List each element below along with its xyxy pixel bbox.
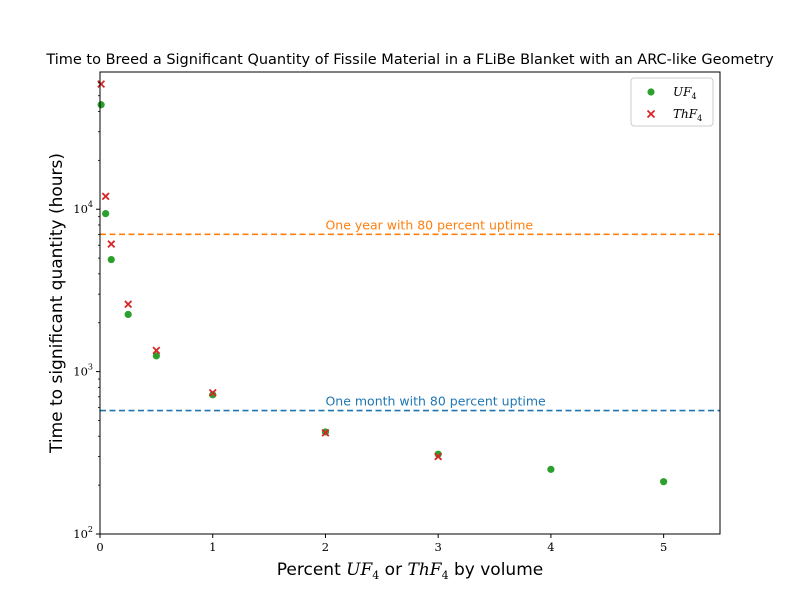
x-label-thf-sub: 4 (442, 569, 449, 582)
x-axis-label: Percent UF4 or ThF4 by volume (277, 560, 543, 582)
legend-label-uf4: UF4 (673, 85, 697, 101)
y-tick-label-2: 104 (73, 200, 93, 216)
plot-frame (99, 71, 721, 535)
chart-title: Time to Breed a Significant Quantity of … (45, 52, 774, 68)
x-label-uf-sub: 4 (372, 569, 379, 582)
legend-marker-thf4 (646, 109, 656, 119)
plot-area: One year with 80 percent uptime One month… (97, 80, 720, 486)
point-uf4-4 (152, 352, 160, 360)
x-label-pre: Percent (277, 560, 346, 580)
axis-ticks: 0 1 2 3 4 5 102 103 104 (73, 82, 667, 554)
x-label-post: by volume (449, 560, 544, 580)
x-tick-label-4: 4 (547, 540, 554, 554)
point-thf4-4 (152, 346, 161, 355)
y-axis-label: Time to significant quantity (hours) (47, 153, 67, 454)
y-tick-label-0: 102 (73, 525, 93, 541)
point-uf4-0 (97, 101, 105, 109)
legend-marker-uf4 (647, 88, 655, 96)
reference-line-label-0: One year with 80 percent uptime (325, 217, 533, 232)
x-tick-label-5: 5 (660, 540, 667, 554)
reference-line-label-1: One month with 80 percent uptime (325, 394, 546, 409)
legend-label-thf4: ThF4 (673, 107, 702, 123)
point-thf4-2 (107, 240, 116, 249)
y-tick-label-1: 103 (73, 363, 93, 379)
x-label-uf: UF (346, 560, 373, 580)
point-uf4-5 (209, 391, 217, 399)
point-thf4-3 (124, 300, 133, 309)
point-uf4-9 (660, 478, 668, 486)
point-thf4-0 (97, 80, 106, 88)
point-thf4-1 (101, 192, 110, 201)
point-thf4-6 (321, 428, 330, 437)
x-tick-label-3: 3 (435, 540, 442, 554)
x-tick-label-0: 0 (96, 540, 103, 554)
x-tick-label-2: 2 (322, 540, 329, 554)
x-tick-label-1: 1 (209, 540, 216, 554)
point-thf4-7 (434, 452, 443, 461)
x-label-mid: or (379, 560, 407, 580)
point-uf4-3 (124, 310, 132, 319)
point-uf4-8 (547, 465, 555, 473)
point-uf4-2 (107, 255, 115, 264)
point-uf4-7 (434, 450, 442, 458)
point-thf4-5 (208, 388, 217, 397)
legend: UF4 ThF4 (630, 77, 714, 127)
x-label-thf: ThF (407, 560, 442, 580)
point-uf4-1 (102, 209, 110, 218)
